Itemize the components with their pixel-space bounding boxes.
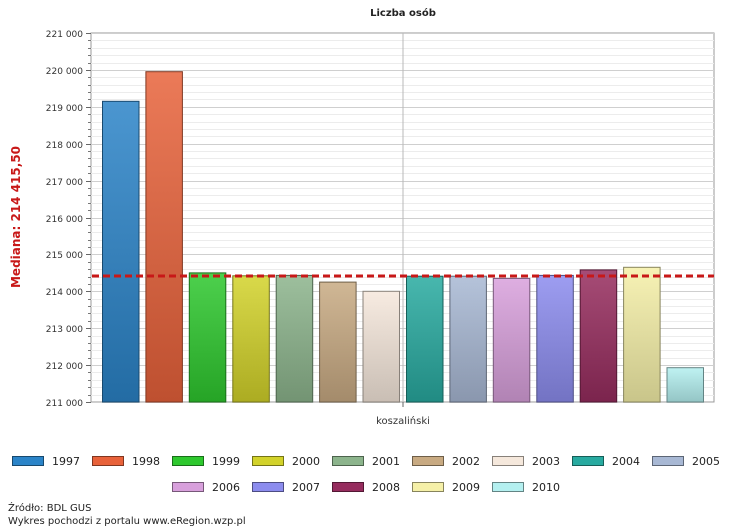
legend-label: 2005	[692, 454, 720, 468]
bar-2008	[579, 269, 618, 403]
y-tick-label: 217 000	[46, 178, 83, 188]
legend-item-1998: 1998	[92, 455, 160, 468]
portal-note: Wykres pochodzi z portalu www.eRegion.wz…	[8, 516, 246, 527]
legend-item-2009: 2009	[412, 481, 480, 494]
y-tick-label: 211 000	[46, 399, 83, 409]
y-tick-label: 216 000	[46, 215, 83, 225]
legend: 1997 1998 1999 2000 2001 2002 2003 2004 2005 200…	[0, 448, 732, 500]
x-category-label: koszaliński	[376, 415, 430, 427]
y-tick-label: 215 000	[46, 251, 83, 261]
legend-item-1999: 1999	[172, 455, 240, 468]
legend-item-2010: 2010	[492, 481, 560, 494]
chart-title: Liczba osób	[370, 7, 436, 19]
legend-label: 2002	[452, 454, 480, 468]
legend-item-2008: 2008	[332, 481, 400, 494]
legend-label: 2004	[612, 454, 640, 468]
bar-1997	[102, 100, 140, 403]
legend-swatch	[412, 482, 444, 492]
legend-swatch	[492, 482, 524, 492]
legend-swatch	[412, 456, 444, 466]
legend-item-2004: 2004	[572, 455, 640, 468]
legend-swatch	[252, 482, 284, 492]
bar-chart: Liczba osób 211 000 212 000 213 000 214 000…	[9, 7, 715, 427]
bar-2007	[536, 274, 574, 403]
legend-label: 1998	[132, 454, 160, 468]
legend-item-2003: 2003	[492, 455, 560, 468]
source-note: Źródło: BDL GUS	[8, 503, 92, 514]
legend-swatch	[252, 456, 284, 466]
legend-item-2007: 2007	[252, 481, 320, 494]
y-tick-label: 212 000	[46, 362, 83, 372]
bar-2002	[319, 281, 357, 403]
legend-label: 2003	[532, 454, 560, 468]
bar-2004	[406, 275, 444, 403]
bars	[102, 71, 704, 403]
legend-swatch	[12, 456, 44, 466]
legend-item-2005: 2005	[652, 455, 720, 468]
legend-label: 1999	[212, 454, 240, 468]
legend-label: 1997	[52, 454, 80, 468]
y-tick-label: 219 000	[46, 104, 83, 114]
bar-2009	[623, 266, 661, 403]
bar-2010	[666, 367, 704, 403]
legend-swatch	[652, 456, 684, 466]
legend-swatch	[92, 456, 124, 466]
legend-row: 2006 2007 2008 2009 2010	[0, 474, 732, 500]
bar-2001	[275, 274, 314, 403]
legend-item-2002: 2002	[412, 455, 480, 468]
y-tick-label: 221 000	[46, 30, 83, 40]
legend-swatch	[572, 456, 604, 466]
legend-swatch	[172, 456, 204, 466]
bar-2003	[362, 290, 400, 403]
bar-2006	[492, 277, 531, 403]
bar-2000	[232, 275, 270, 403]
y-tick-label: 220 000	[46, 67, 83, 77]
legend-label: 2009	[452, 480, 480, 494]
legend-item-1997: 1997	[12, 455, 80, 468]
legend-label: 2006	[212, 480, 240, 494]
bar-2005	[449, 275, 487, 403]
y-axis: 211 000 212 000 213 000 214 000 215 000 216 0…	[46, 30, 91, 409]
legend-label: 2008	[372, 480, 400, 494]
legend-item-2000: 2000	[252, 455, 320, 468]
legend-label: 2010	[532, 480, 560, 494]
legend-item-2001: 2001	[332, 455, 400, 468]
bar-1999	[188, 272, 227, 403]
legend-swatch	[332, 456, 364, 466]
legend-swatch	[332, 482, 364, 492]
legend-swatch	[492, 456, 524, 466]
legend-row: 1997 1998 1999 2000 2001 2002 2003 2004 2005	[0, 448, 732, 474]
legend-swatch	[172, 482, 204, 492]
y-tick-label: 214 000	[46, 288, 83, 298]
median-label: Mediana: 214 415,50	[9, 146, 23, 288]
bar-1998	[145, 71, 183, 403]
legend-label: 2007	[292, 480, 320, 494]
footer: Źródło: BDL GUS Wykres pochodzi z portal…	[8, 502, 246, 528]
legend-label: 2001	[372, 454, 400, 468]
legend-item-2006: 2006	[172, 481, 240, 494]
y-tick-label: 218 000	[46, 141, 83, 151]
y-tick-label: 213 000	[46, 325, 83, 335]
legend-label: 2000	[292, 454, 320, 468]
